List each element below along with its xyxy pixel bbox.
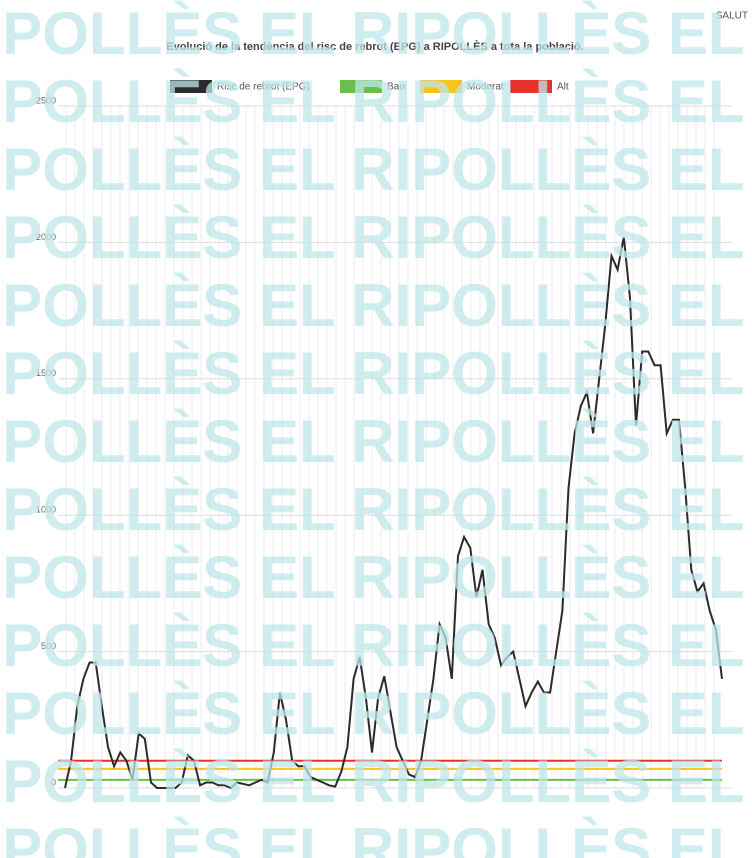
legend-swatch bbox=[420, 80, 462, 93]
watermark-text: EL RIPOLLÈS EL RIPOLLÈS EL RIPOLLÈS bbox=[0, 136, 752, 203]
legend-label: Alt bbox=[557, 82, 569, 93]
watermark-text: EL RIPOLLÈS EL RIPOLLÈS EL RIPOLLÈS bbox=[0, 272, 752, 339]
data-line bbox=[64, 236, 723, 790]
y-tick-label: 2500 bbox=[36, 95, 56, 105]
watermark-text: EL RIPOLLÈS EL RIPOLLÈS EL RIPOLLÈS bbox=[0, 476, 752, 543]
y-tick-label: 1500 bbox=[36, 368, 56, 378]
watermark-text: EL RIPOLLÈS EL RIPOLLÈS EL RIPOLLÈS bbox=[0, 408, 752, 475]
legend-label: Moderat bbox=[467, 82, 504, 93]
legend-swatch bbox=[170, 80, 212, 93]
y-tick-label: 500 bbox=[41, 641, 56, 651]
y-tick-label: 1000 bbox=[36, 505, 56, 515]
watermark-text: EL RIPOLLÈS EL RIPOLLÈS EL RIPOLLÈS bbox=[0, 68, 752, 135]
legend-label: Baix bbox=[387, 82, 406, 93]
watermark-text: EL RIPOLLÈS EL RIPOLLÈS EL RIPOLLÈS bbox=[0, 0, 752, 67]
legend-swatch bbox=[340, 80, 382, 93]
chart-title: Evolució de la tendència del risc de reb… bbox=[166, 40, 583, 53]
source: SALUT bbox=[716, 11, 748, 22]
watermark-text: EL RIPOLLÈS EL RIPOLLÈS EL RIPOLLÈS bbox=[0, 544, 752, 611]
watermark-text: EL RIPOLLÈS EL RIPOLLÈS EL RIPOLLÈS bbox=[0, 816, 752, 858]
watermark-text: EL RIPOLLÈS EL RIPOLLÈS EL RIPOLLÈS bbox=[0, 612, 752, 679]
watermark-text: EL RIPOLLÈS EL RIPOLLÈS EL RIPOLLÈS bbox=[0, 340, 752, 407]
y-tick-label: 2000 bbox=[36, 232, 56, 242]
watermark-text: EL RIPOLLÈS EL RIPOLLÈS EL RIPOLLÈS bbox=[0, 204, 752, 271]
watermark-text: EL RIPOLLÈS EL RIPOLLÈS EL RIPOLLÈS bbox=[0, 748, 752, 815]
legend-label: Risc de rebrot (EPG) bbox=[217, 82, 310, 93]
legend-swatch bbox=[510, 80, 552, 93]
y-tick-label: 0 bbox=[51, 777, 56, 787]
watermark-text: EL RIPOLLÈS EL RIPOLLÈS EL RIPOLLÈS bbox=[0, 680, 752, 747]
